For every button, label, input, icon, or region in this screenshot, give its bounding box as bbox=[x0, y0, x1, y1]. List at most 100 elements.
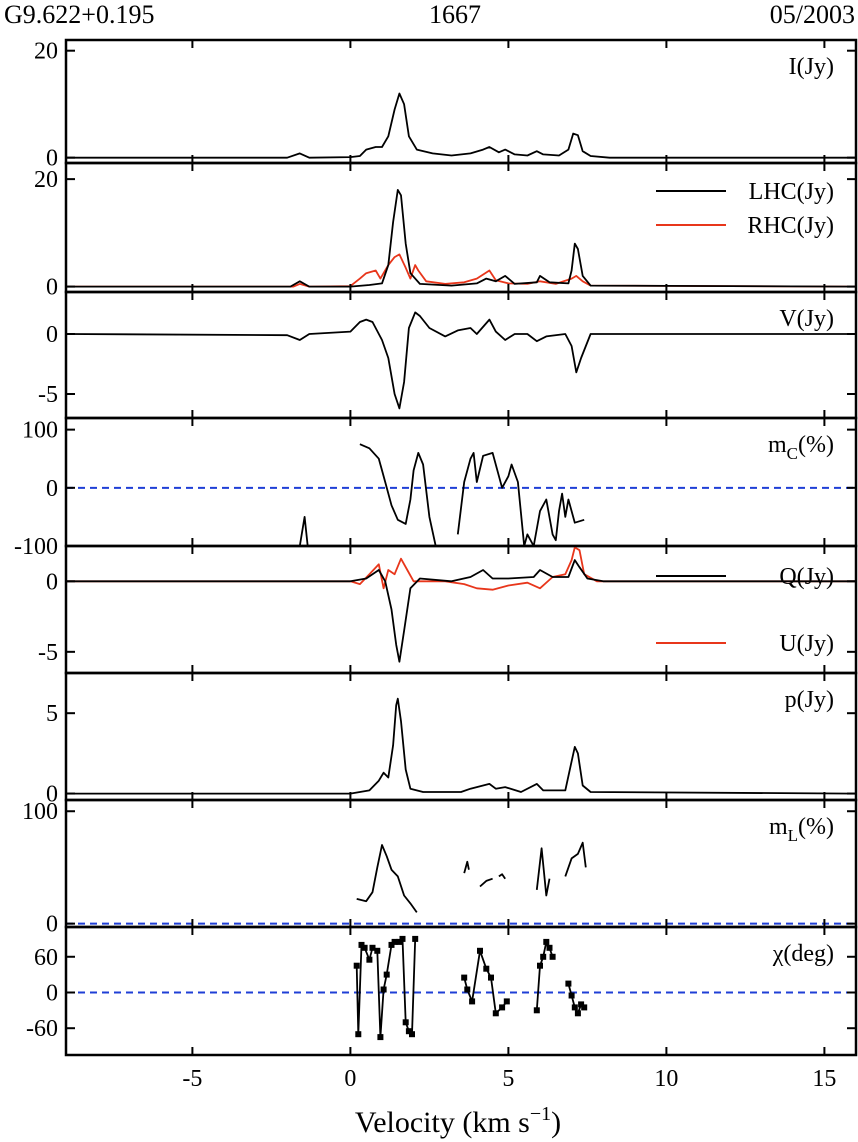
data-point bbox=[409, 1031, 415, 1038]
panel-label-subscript: C bbox=[787, 444, 798, 463]
data-point bbox=[574, 1010, 581, 1017]
data-point bbox=[533, 1007, 540, 1014]
data-point bbox=[399, 935, 406, 942]
panel-frame bbox=[64, 671, 858, 802]
observation-epoch: 05/2003 bbox=[770, 0, 855, 29]
y-tick-label: 0 bbox=[46, 782, 58, 808]
data-point bbox=[581, 1004, 588, 1011]
y-tick-label: 0 bbox=[46, 322, 58, 348]
x-tick-label: 15 bbox=[812, 1066, 836, 1092]
panel-label-main: p(Jy) bbox=[785, 687, 834, 713]
data-point bbox=[380, 986, 387, 993]
series-line bbox=[356, 844, 418, 913]
y-tick-label: 20 bbox=[34, 167, 58, 193]
x-tick-label: 5 bbox=[502, 1066, 514, 1092]
series-line bbox=[66, 546, 856, 591]
data-point bbox=[369, 944, 376, 951]
panel-frame bbox=[64, 290, 858, 420]
x-tick-label: 10 bbox=[654, 1066, 678, 1092]
series-line bbox=[66, 188, 856, 288]
data-point bbox=[546, 944, 553, 951]
legend-entry: LHC(Jy) bbox=[749, 179, 834, 205]
y-tick-label: 0 bbox=[46, 146, 58, 172]
data-point bbox=[464, 986, 471, 993]
data-point bbox=[391, 938, 398, 945]
series-line bbox=[298, 516, 309, 546]
series-line bbox=[66, 311, 856, 410]
y-tick-label: -5 bbox=[38, 640, 58, 666]
x-axis-title-unit-exponent: −1 bbox=[530, 1103, 551, 1125]
transition-frequency: 1667 bbox=[429, 0, 481, 29]
series-line bbox=[66, 253, 856, 288]
panel-label-subscript: L bbox=[788, 826, 798, 845]
series-line bbox=[66, 559, 856, 663]
data-point bbox=[461, 974, 468, 981]
panel-6: 5 0 p(Jy) bbox=[46, 671, 858, 808]
panel-label-main: χ(deg) bbox=[772, 941, 834, 967]
data-point bbox=[488, 974, 494, 981]
panel-frame bbox=[64, 161, 858, 294]
data-point bbox=[377, 1034, 384, 1041]
data-point bbox=[499, 1004, 506, 1011]
data-point bbox=[568, 992, 575, 999]
series-line bbox=[456, 451, 585, 546]
panel-label: mL(%) bbox=[769, 814, 834, 845]
data-point bbox=[483, 965, 490, 972]
panel-3: 0 -5 V(Jy) bbox=[38, 290, 858, 420]
data-point bbox=[571, 1004, 578, 1011]
x-tick-label: 0 bbox=[344, 1066, 356, 1092]
panel-label-main: V(Jy) bbox=[779, 306, 834, 332]
panel-2: 0 20 LHC(Jy) RHC(Jy) bbox=[34, 161, 858, 301]
y-tick-label: 0 bbox=[46, 275, 58, 301]
data-point bbox=[396, 938, 403, 945]
data-point bbox=[358, 941, 365, 948]
y-tick-label: 0 bbox=[46, 476, 58, 502]
panel-1: 0 20 I(Jy) bbox=[34, 38, 858, 172]
data-point bbox=[353, 962, 360, 969]
y-tick-label: 5 bbox=[46, 701, 58, 727]
panel-frame bbox=[64, 544, 858, 675]
y-tick-label: -100 bbox=[14, 534, 58, 560]
x-axis: -5 0 5 10 15 bbox=[182, 1066, 836, 1092]
panel-frame bbox=[64, 416, 858, 548]
panel-label-main: I(Jy) bbox=[789, 54, 834, 80]
data-point bbox=[355, 1031, 362, 1038]
y-tick-label: 0 bbox=[46, 569, 58, 595]
y-tick-label: 60 bbox=[34, 945, 58, 971]
legend-entry: RHC(Jy) bbox=[747, 213, 834, 239]
series-line bbox=[66, 92, 856, 159]
y-tick-label: 0 bbox=[46, 912, 58, 938]
series-line bbox=[359, 443, 437, 546]
data-point bbox=[366, 956, 373, 963]
data-point bbox=[549, 953, 556, 960]
y-tick-label: 100 bbox=[22, 418, 58, 444]
x-axis-title-main: Velocity (km s bbox=[355, 1106, 530, 1139]
y-tick-label: 100 bbox=[22, 799, 58, 825]
series-line bbox=[479, 877, 493, 888]
panel-5: 0 -5 Q(Jy) U(Jy) bbox=[38, 544, 858, 675]
panel-label: mC(%) bbox=[768, 432, 834, 463]
series-line bbox=[498, 873, 506, 880]
panel-8: 60 0 -60 χ(deg) bbox=[26, 925, 858, 1057]
data-point bbox=[405, 1028, 412, 1035]
panel-label: χ(deg) bbox=[772, 941, 834, 967]
panel-frame bbox=[64, 38, 858, 165]
data-point bbox=[477, 947, 483, 954]
data-point bbox=[492, 1010, 499, 1017]
panel-label-main: m bbox=[768, 432, 787, 458]
data-point bbox=[578, 1001, 585, 1008]
panel-label: I(Jy) bbox=[789, 54, 834, 80]
x-axis-title: Velocity (km s−1) bbox=[355, 1103, 561, 1139]
source-name: G9.622+0.195 bbox=[4, 0, 154, 29]
data-point bbox=[383, 971, 390, 978]
panel-frame bbox=[64, 798, 858, 929]
panel-label-tail: (%) bbox=[798, 814, 834, 840]
data-point bbox=[361, 944, 368, 951]
data-point bbox=[540, 953, 547, 960]
x-tick-label: -5 bbox=[182, 1066, 202, 1092]
panel-4: 100 0 -100 mC(%) bbox=[14, 416, 858, 560]
legend-entry: U(Jy) bbox=[779, 631, 834, 657]
series-line bbox=[535, 847, 551, 897]
data-point bbox=[412, 935, 419, 942]
